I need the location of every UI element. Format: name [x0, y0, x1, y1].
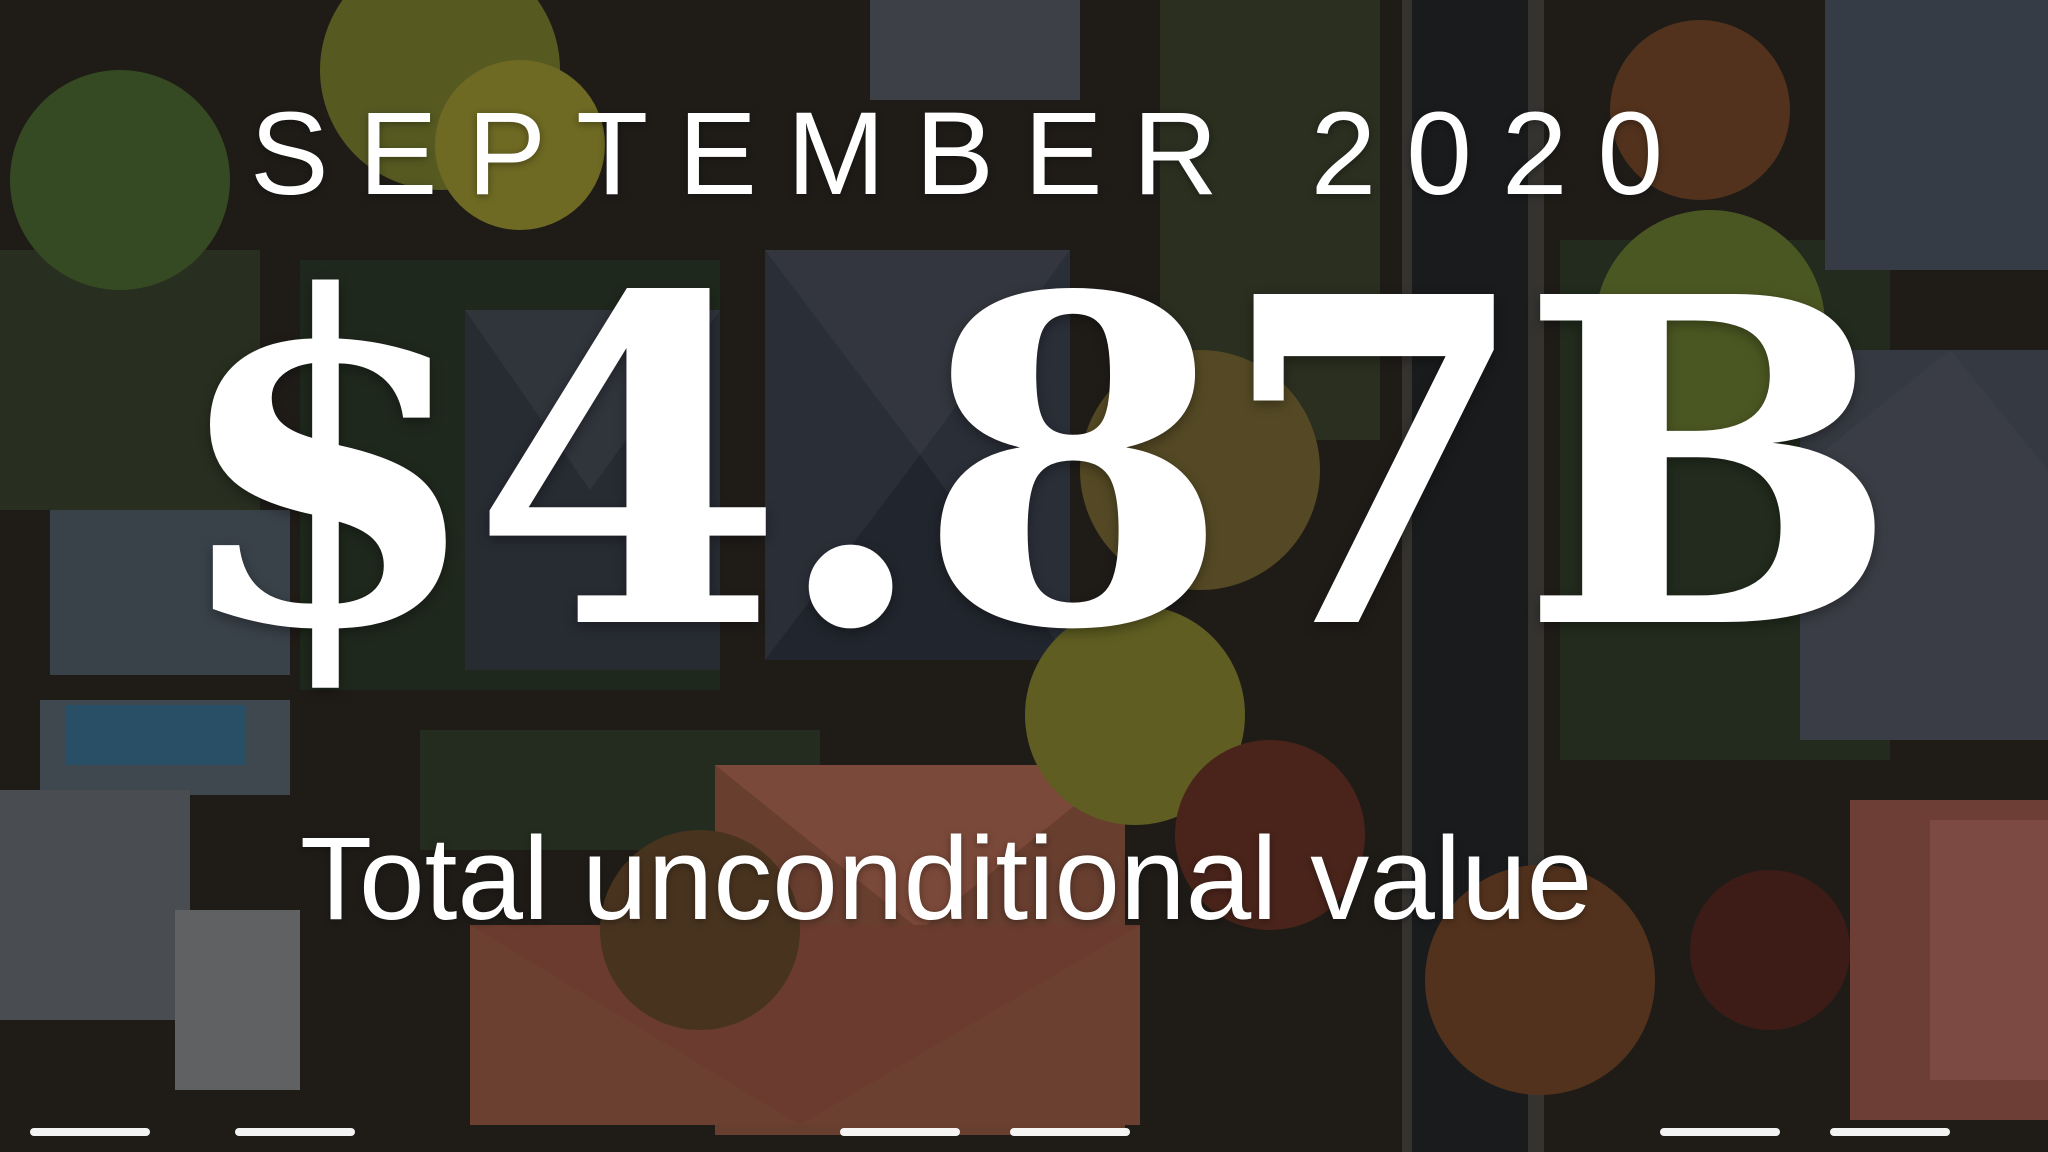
partial-text-fragment — [1830, 1128, 1950, 1136]
partial-text-fragment — [235, 1128, 355, 1136]
partial-text-fragment — [1010, 1128, 1130, 1136]
partial-text-fragment — [1660, 1128, 1780, 1136]
date-heading: SEPTEMBER 2020 — [250, 88, 1694, 220]
partial-text-fragment — [840, 1128, 960, 1136]
total-value: $4.87B — [170, 200, 1899, 729]
value-caption: Total unconditional value — [300, 813, 1593, 945]
partial-bottom-text — [0, 1128, 2048, 1152]
partial-text-fragment — [30, 1128, 150, 1136]
